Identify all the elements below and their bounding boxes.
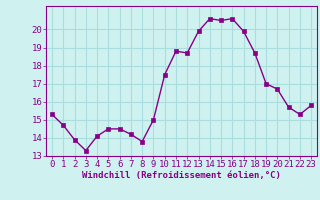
X-axis label: Windchill (Refroidissement éolien,°C): Windchill (Refroidissement éolien,°C) [82, 171, 281, 180]
